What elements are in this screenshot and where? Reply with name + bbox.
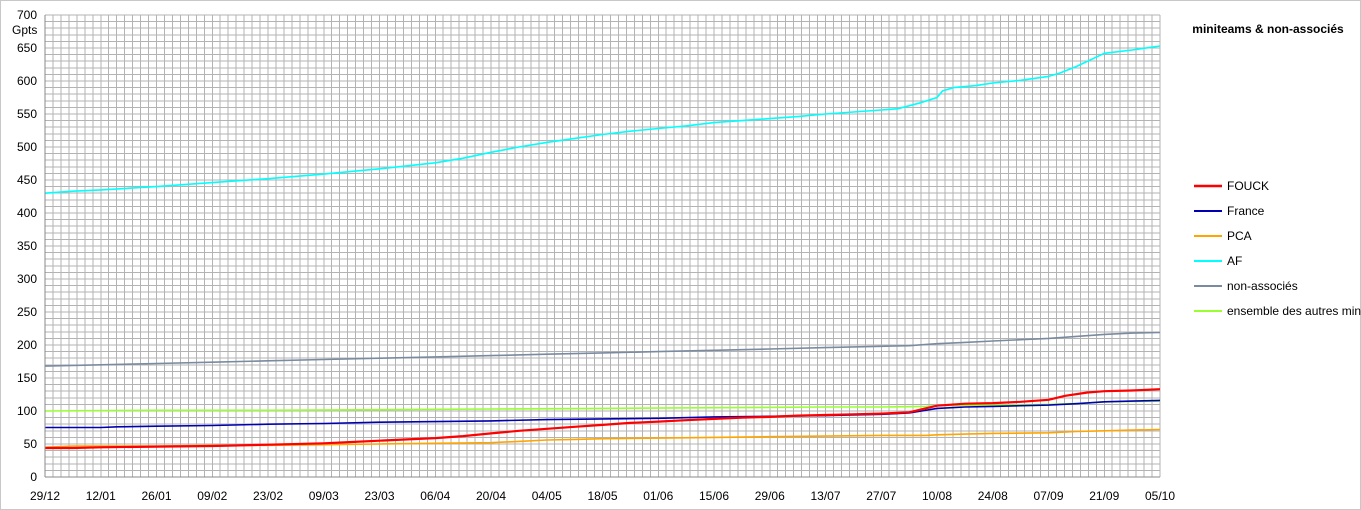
legend: FOUCK France PCA AF non-associés ensemble des… bbox=[1194, 179, 1361, 318]
series-line-fouck bbox=[45, 388, 1161, 450]
y-tick-label: 350 bbox=[17, 239, 37, 253]
y-tick-label: 300 bbox=[17, 272, 37, 286]
x-tick-label: 09/02 bbox=[197, 489, 227, 503]
x-tick-label: 26/01 bbox=[141, 489, 171, 503]
series-line-non-associ-s bbox=[44, 331, 1161, 367]
x-tick-label: 06/04 bbox=[420, 489, 450, 503]
legend-label: non-associés bbox=[1227, 279, 1298, 293]
axes bbox=[44, 15, 1160, 478]
y-tick-labels: 0 50 100 150 200 250 300 350 400 450 500 550 600 650 7… bbox=[17, 8, 37, 484]
y-tick-label: 250 bbox=[17, 305, 37, 319]
chart-title: miniteams & non-associés bbox=[1192, 22, 1344, 36]
x-tick-label: 24/08 bbox=[978, 489, 1008, 503]
y-tick-label: 550 bbox=[17, 107, 37, 121]
x-tick-label: 21/09 bbox=[1089, 489, 1119, 503]
series-line-af bbox=[44, 45, 1161, 194]
series-layer bbox=[44, 45, 1161, 450]
x-tick-label: 10/08 bbox=[922, 489, 952, 503]
series-line-france bbox=[45, 399, 1161, 429]
legend-item: PCA bbox=[1194, 229, 1252, 243]
y-tick-label: 0 bbox=[30, 470, 37, 484]
y-axis-label: Gpts bbox=[12, 23, 37, 37]
y-tick-label: 100 bbox=[17, 404, 37, 418]
legend-item: FOUCK bbox=[1194, 179, 1269, 193]
y-tick-label: 600 bbox=[17, 74, 37, 88]
legend-label: AF bbox=[1227, 254, 1242, 268]
y-tick-label: 650 bbox=[17, 41, 37, 55]
x-tick-label: 29/06 bbox=[755, 489, 785, 503]
y-tick-label: 150 bbox=[17, 371, 37, 385]
x-tick-label: 27/07 bbox=[866, 489, 896, 503]
y-tick-label: 450 bbox=[17, 173, 37, 187]
legend-label: FOUCK bbox=[1227, 179, 1269, 193]
x-tick-labels: 29/12 12/01 26/01 09/02 23/02 09/03 23/03 06/04… bbox=[30, 489, 1175, 503]
x-tick-label: 20/04 bbox=[476, 489, 506, 503]
legend-item: France bbox=[1194, 204, 1265, 218]
x-tick-label: 23/02 bbox=[253, 489, 283, 503]
legend-item: ensemble des autres miniteams bbox=[1194, 304, 1361, 318]
x-tick-label: 04/05 bbox=[532, 489, 562, 503]
y-tick-label: 500 bbox=[17, 140, 37, 154]
y-tick-label: 700 bbox=[17, 8, 37, 22]
x-tick-label: 12/01 bbox=[86, 489, 116, 503]
y-tick-label: 400 bbox=[17, 206, 37, 220]
legend-label: PCA bbox=[1227, 229, 1252, 243]
legend-item: non-associés bbox=[1194, 279, 1298, 293]
x-tick-label: 01/06 bbox=[643, 489, 673, 503]
grid-lines bbox=[44, 14, 1161, 478]
y-tick-label: 200 bbox=[17, 338, 37, 352]
x-tick-label: 23/03 bbox=[364, 489, 394, 503]
x-tick-label: 07/09 bbox=[1033, 489, 1063, 503]
x-tick-label: 15/06 bbox=[699, 489, 729, 503]
x-tick-label: 18/05 bbox=[587, 489, 617, 503]
x-tick-label: 29/12 bbox=[30, 489, 60, 503]
y-tick-label: 50 bbox=[24, 437, 38, 451]
legend-label: France bbox=[1227, 204, 1265, 218]
x-tick-label: 13/07 bbox=[810, 489, 840, 503]
legend-item: AF bbox=[1194, 254, 1242, 268]
legend-label: ensemble des autres miniteams bbox=[1227, 304, 1361, 318]
x-tick-label: 05/10 bbox=[1145, 489, 1175, 503]
x-tick-label: 09/03 bbox=[309, 489, 339, 503]
